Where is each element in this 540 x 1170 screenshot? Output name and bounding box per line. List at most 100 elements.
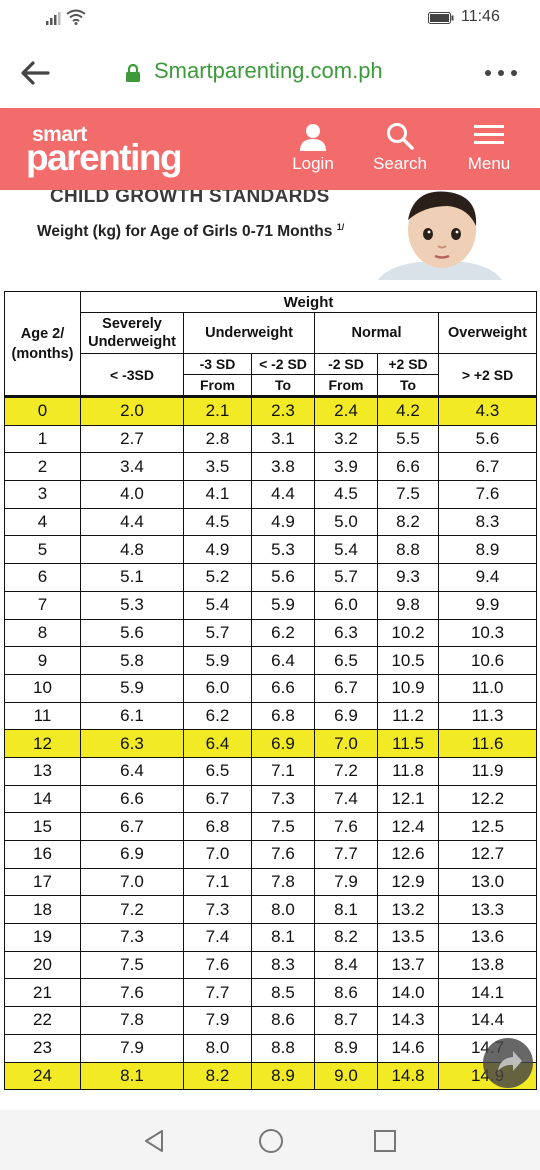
system-nav-bar	[0, 1110, 540, 1170]
table-row: 5 4.8 4.9 5.3 5.4 8.8 8.9	[4, 535, 537, 565]
underweight-from-cell: 5.4	[183, 590, 252, 620]
hamburger-menu-icon	[474, 125, 504, 144]
age-cell: 6	[4, 563, 81, 592]
underweight-from-cell: 4.1	[183, 480, 252, 509]
underweight-from-cell: 3.5	[183, 452, 252, 482]
underweight-to-cell: 5.3	[251, 535, 315, 565]
wifi-icon	[66, 9, 86, 25]
normal-from-cell: 6.3	[314, 618, 378, 648]
normal-from-cell: 8.9	[314, 1033, 378, 1063]
menu-label: Menu	[467, 154, 511, 173]
table-row: 237.98.08.88.914.614.7	[4, 1033, 537, 1063]
nav-home-icon[interactable]	[258, 1128, 284, 1154]
normal-from-cell: 7.7	[314, 840, 378, 869]
normal-to-cell: 8.8	[377, 535, 439, 565]
browser-toolbar: Smartparenting.com.ph	[0, 38, 540, 108]
normal-to-cell: 14.3	[377, 1006, 439, 1035]
search-icon	[387, 123, 414, 150]
normal-to-cell: 10.2	[377, 618, 439, 648]
overweight-cell: 12.2	[438, 784, 537, 814]
severely-underweight-cell: 5.3	[80, 590, 184, 620]
minus2sd-header: -2 SD	[314, 353, 378, 375]
underweight-from-cell: 8.0	[183, 1033, 252, 1063]
underweight-to-cell: 6.4	[251, 646, 315, 675]
table-row: 21 7.6 7.7 8.5 8.6 14.0 14.1	[4, 978, 537, 1008]
normal-to-cell: 5.5	[377, 424, 439, 454]
severely-underweight-cell: 5.6	[80, 618, 184, 648]
table-row: 1 2.7 2.8 3.1 3.2 5.5 5.6	[4, 424, 537, 454]
underweight-from-cell: 2.8	[183, 424, 252, 454]
logo-bottom-text[interactable]: parenting	[26, 137, 183, 178]
more-options-icon[interactable]	[484, 66, 518, 80]
severely-underweight-cell: 6.3	[80, 729, 184, 758]
table-row: 13 6.4 6.5 7.1 7.2 11.8 11.9	[4, 756, 537, 786]
normal-header: Normal	[314, 312, 439, 354]
url-field[interactable]: Smartparenting.com.ph	[154, 58, 383, 83]
severely-underweight-cell: 7.5	[80, 950, 184, 980]
severely-underweight-cell: 2.7	[80, 424, 184, 454]
underweight-to-cell: 6.9	[251, 729, 315, 758]
age-cell: 17	[4, 867, 81, 897]
normal-to-cell: 11.8	[377, 756, 439, 786]
underweight-to-cell: 8.5	[251, 978, 315, 1008]
overweight-cell: 9.4	[438, 563, 537, 592]
battery-icon	[428, 12, 454, 24]
logo-top-text[interactable]: smart	[32, 123, 87, 146]
article-heading: CHILD GROWTH STANDARDS	[50, 190, 330, 207]
underweight-to-cell: 8.3	[251, 950, 315, 980]
severely-underweight-cell: 6.1	[80, 701, 184, 731]
severely-underweight-cell: 5.9	[80, 673, 184, 703]
severely-underweight-cell: 2.0	[80, 395, 184, 426]
overweight-cell: 12.5	[438, 812, 537, 841]
severely-underweight-cell: 7.6	[80, 978, 184, 1008]
normal-to-cell: 12.4	[377, 812, 439, 841]
age-cell: 18	[4, 895, 81, 925]
underweight-to-cell: 5.9	[251, 590, 315, 620]
age-cell: 2	[4, 452, 81, 482]
normal-from-cell: 7.2	[314, 756, 378, 786]
age-cell: 23	[4, 1033, 81, 1063]
table-row: 18 7.2 7.3 8.0 8.1 13.2 13.3	[4, 895, 537, 925]
age-cell: 5	[4, 535, 81, 565]
underweight-to-cell: 6.2	[251, 618, 315, 648]
overweight-cell: 10.3	[438, 618, 537, 648]
age-cell: 10	[4, 673, 81, 703]
login-button[interactable]: Login	[278, 108, 348, 190]
underweight-from-cell: 8.2	[183, 1061, 252, 1091]
nav-back-icon[interactable]	[143, 1129, 165, 1153]
normal-from-cell: 6.5	[314, 646, 378, 675]
normal-to-cell: 12.6	[377, 840, 439, 869]
underweight-to-cell: 6.6	[251, 673, 315, 703]
underweight-from-cell: 7.4	[183, 923, 252, 952]
normal-to-cell: 7.5	[377, 480, 439, 509]
normal-to-cell: 8.2	[377, 507, 439, 537]
site-header: smart parenting Login Search Menu	[0, 108, 540, 190]
severely-underweight-cell: 7.0	[80, 867, 184, 897]
underweight-from-cell: 2.1	[183, 395, 252, 426]
normal-from-cell: 9.0	[314, 1061, 378, 1091]
underweight-to-cell: 7.3	[251, 784, 315, 814]
share-fab-button[interactable]	[483, 1038, 533, 1088]
normal-from-cell: 8.1	[314, 895, 378, 925]
overweight-cell: 13.0	[438, 867, 537, 897]
underweight-from-cell: 7.6	[183, 950, 252, 980]
table-row: 20 7.5 7.6 8.3 8.4 13.7 13.8	[4, 950, 537, 980]
normal-to-cell: 12.1	[377, 784, 439, 814]
overweight-cell: 13.8	[438, 950, 537, 980]
severely-underweight-cell: 3.4	[80, 452, 184, 482]
menu-button[interactable]: Menu	[455, 108, 523, 190]
severely-underweight-cell: 4.4	[80, 507, 184, 537]
underweight-to-cell: 8.9	[251, 1061, 315, 1091]
age-cell: 14	[4, 784, 81, 814]
back-arrow-icon[interactable]	[20, 60, 50, 86]
normal-to-cell: 4.2	[377, 395, 439, 426]
normal-to-cell: 14.6	[377, 1033, 439, 1063]
severely-underweight-cell: 8.1	[80, 1061, 184, 1091]
age-cell: 13	[4, 756, 81, 786]
underweight-to-cell: 8.8	[251, 1033, 315, 1063]
nav-recents-icon[interactable]	[373, 1129, 397, 1153]
normal-from-cell: 3.9	[314, 452, 378, 482]
normal-from-cell: 6.0	[314, 590, 378, 620]
search-button[interactable]: Search	[362, 108, 438, 190]
normal-from-cell: 8.4	[314, 950, 378, 980]
